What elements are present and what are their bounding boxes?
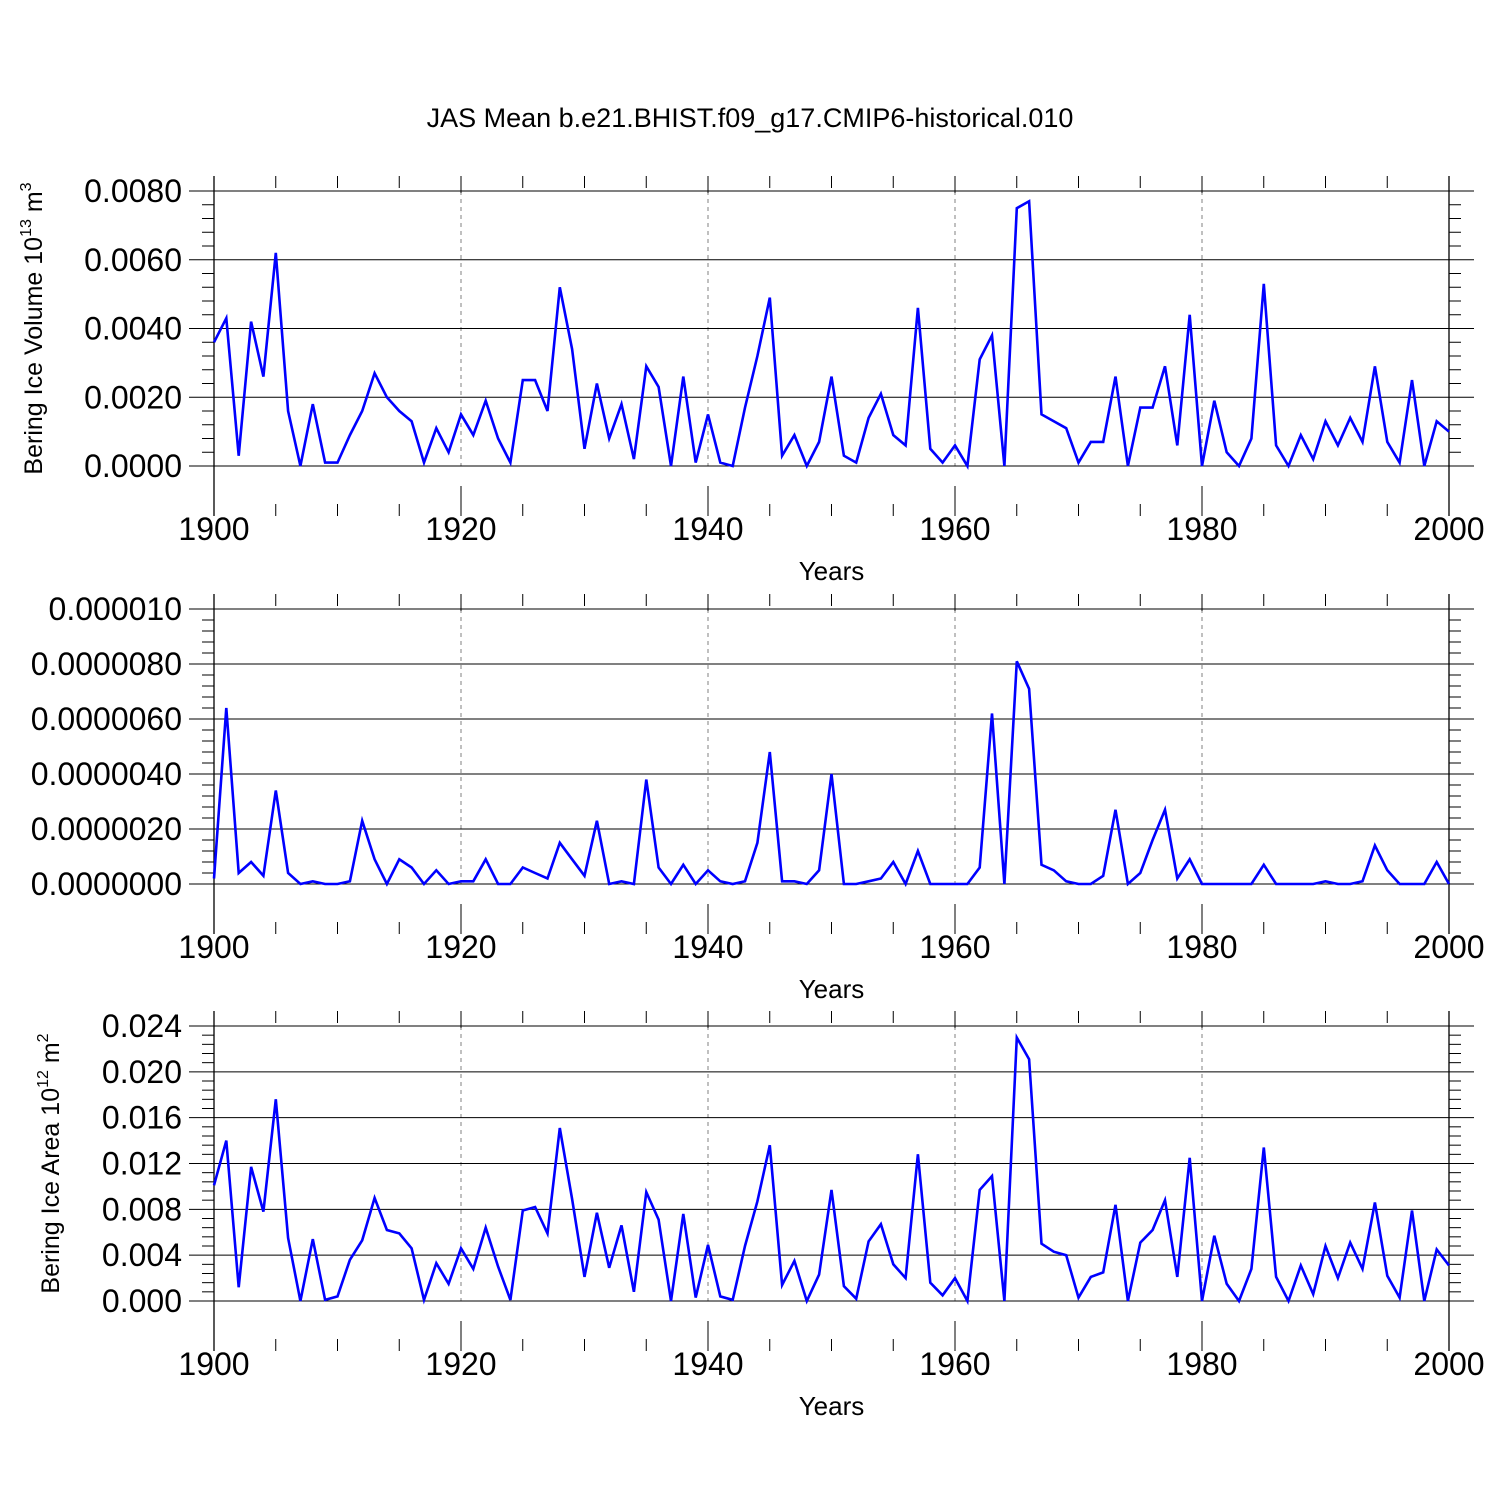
y-tick-label: 0.0000 — [84, 448, 182, 484]
y-tick-label: 0.016 — [102, 1100, 182, 1136]
y-axis-title-exponent: 13 — [18, 219, 35, 237]
x-tick-label: 1960 — [919, 511, 990, 547]
volume-panel: 0.0000 0.0020 0.0040 0.0060 0.0080 1900 1920 19… — [18, 173, 1485, 586]
x-axis-title: Years — [799, 974, 865, 1004]
x-axis-title: Years — [799, 556, 865, 586]
x-tick-label: 1960 — [919, 1346, 990, 1382]
series-line — [212, 1032, 1451, 1306]
y-axis-title-unit-exponent: 3 — [18, 182, 35, 191]
y-axis-title-unit-exponent: 2 — [35, 1033, 52, 1042]
y-tick-label: 0.0060 — [84, 242, 182, 278]
y-tick-label: 0.0080 — [84, 173, 182, 209]
area-panel: 0.000 0.004 0.008 0.012 0.016 0.020 0.024 1900 1… — [35, 1008, 1485, 1421]
y-axis-title-exponent: 12 — [35, 1070, 52, 1088]
x-tick-label: 1960 — [919, 929, 990, 965]
x-tick-label: 1900 — [178, 1346, 249, 1382]
y-axis-title-text: Bering Ice Volume 10 — [20, 237, 48, 475]
x-axis-title: Years — [799, 1391, 865, 1421]
x-tick-label: 1980 — [1166, 929, 1237, 965]
y-tick-label: 0.0000040 — [31, 756, 182, 792]
y-tick-label: 0.000010 — [49, 591, 182, 627]
y-tick-label: 0.000 — [102, 1283, 182, 1319]
x-tick-label: 1980 — [1166, 1346, 1237, 1382]
x-tick-label: 2000 — [1413, 511, 1484, 547]
figure-title: JAS Mean b.e21.BHIST.f09_g17.CMIP6-histo… — [427, 103, 1074, 133]
y-tick-label: 0.0020 — [84, 379, 182, 415]
y-axis-title-text: Bering Ice Area 10 — [37, 1088, 65, 1294]
x-tick-label: 1980 — [1166, 511, 1237, 547]
y-tick-label: 0.024 — [102, 1008, 182, 1044]
x-tick-label: 1900 — [178, 929, 249, 965]
x-tick-label: 1940 — [672, 511, 743, 547]
thickness-panel: 0.0000000 0.0000020 0.0000040 0.0000060 0.00… — [31, 591, 1485, 1004]
x-tick-label: 1920 — [425, 511, 496, 547]
y-tick-label: 0.008 — [102, 1191, 182, 1227]
x-tick-label: 1920 — [425, 1346, 496, 1382]
x-tick-label: 2000 — [1413, 929, 1484, 965]
y-tick-label: 0.0000000 — [31, 866, 182, 902]
series-line — [212, 660, 1451, 888]
y-tick-label: 0.004 — [102, 1237, 182, 1273]
y-tick-label: 0.0000060 — [31, 701, 182, 737]
y-axis-title: Bering Ice Volume 1013 m3 — [18, 182, 48, 474]
x-tick-label: 2000 — [1413, 1346, 1484, 1382]
x-tick-label: 1920 — [425, 929, 496, 965]
x-tick-label: 1940 — [672, 929, 743, 965]
y-tick-label: 0.0040 — [84, 311, 182, 347]
x-tick-label: 1900 — [178, 511, 249, 547]
y-axis-title-unit: m — [37, 1042, 65, 1070]
y-axis-title-unit: m — [20, 191, 48, 219]
y-axis-title: Bering Ice Area 1012 m2 — [35, 1033, 65, 1293]
y-tick-label: 0.020 — [102, 1054, 182, 1090]
y-tick-label: 0.012 — [102, 1146, 182, 1182]
y-tick-label: 0.0000080 — [31, 646, 182, 682]
x-tick-label: 1940 — [672, 1346, 743, 1382]
y-tick-label: 0.0000020 — [31, 811, 182, 847]
series-line — [212, 199, 1450, 470]
